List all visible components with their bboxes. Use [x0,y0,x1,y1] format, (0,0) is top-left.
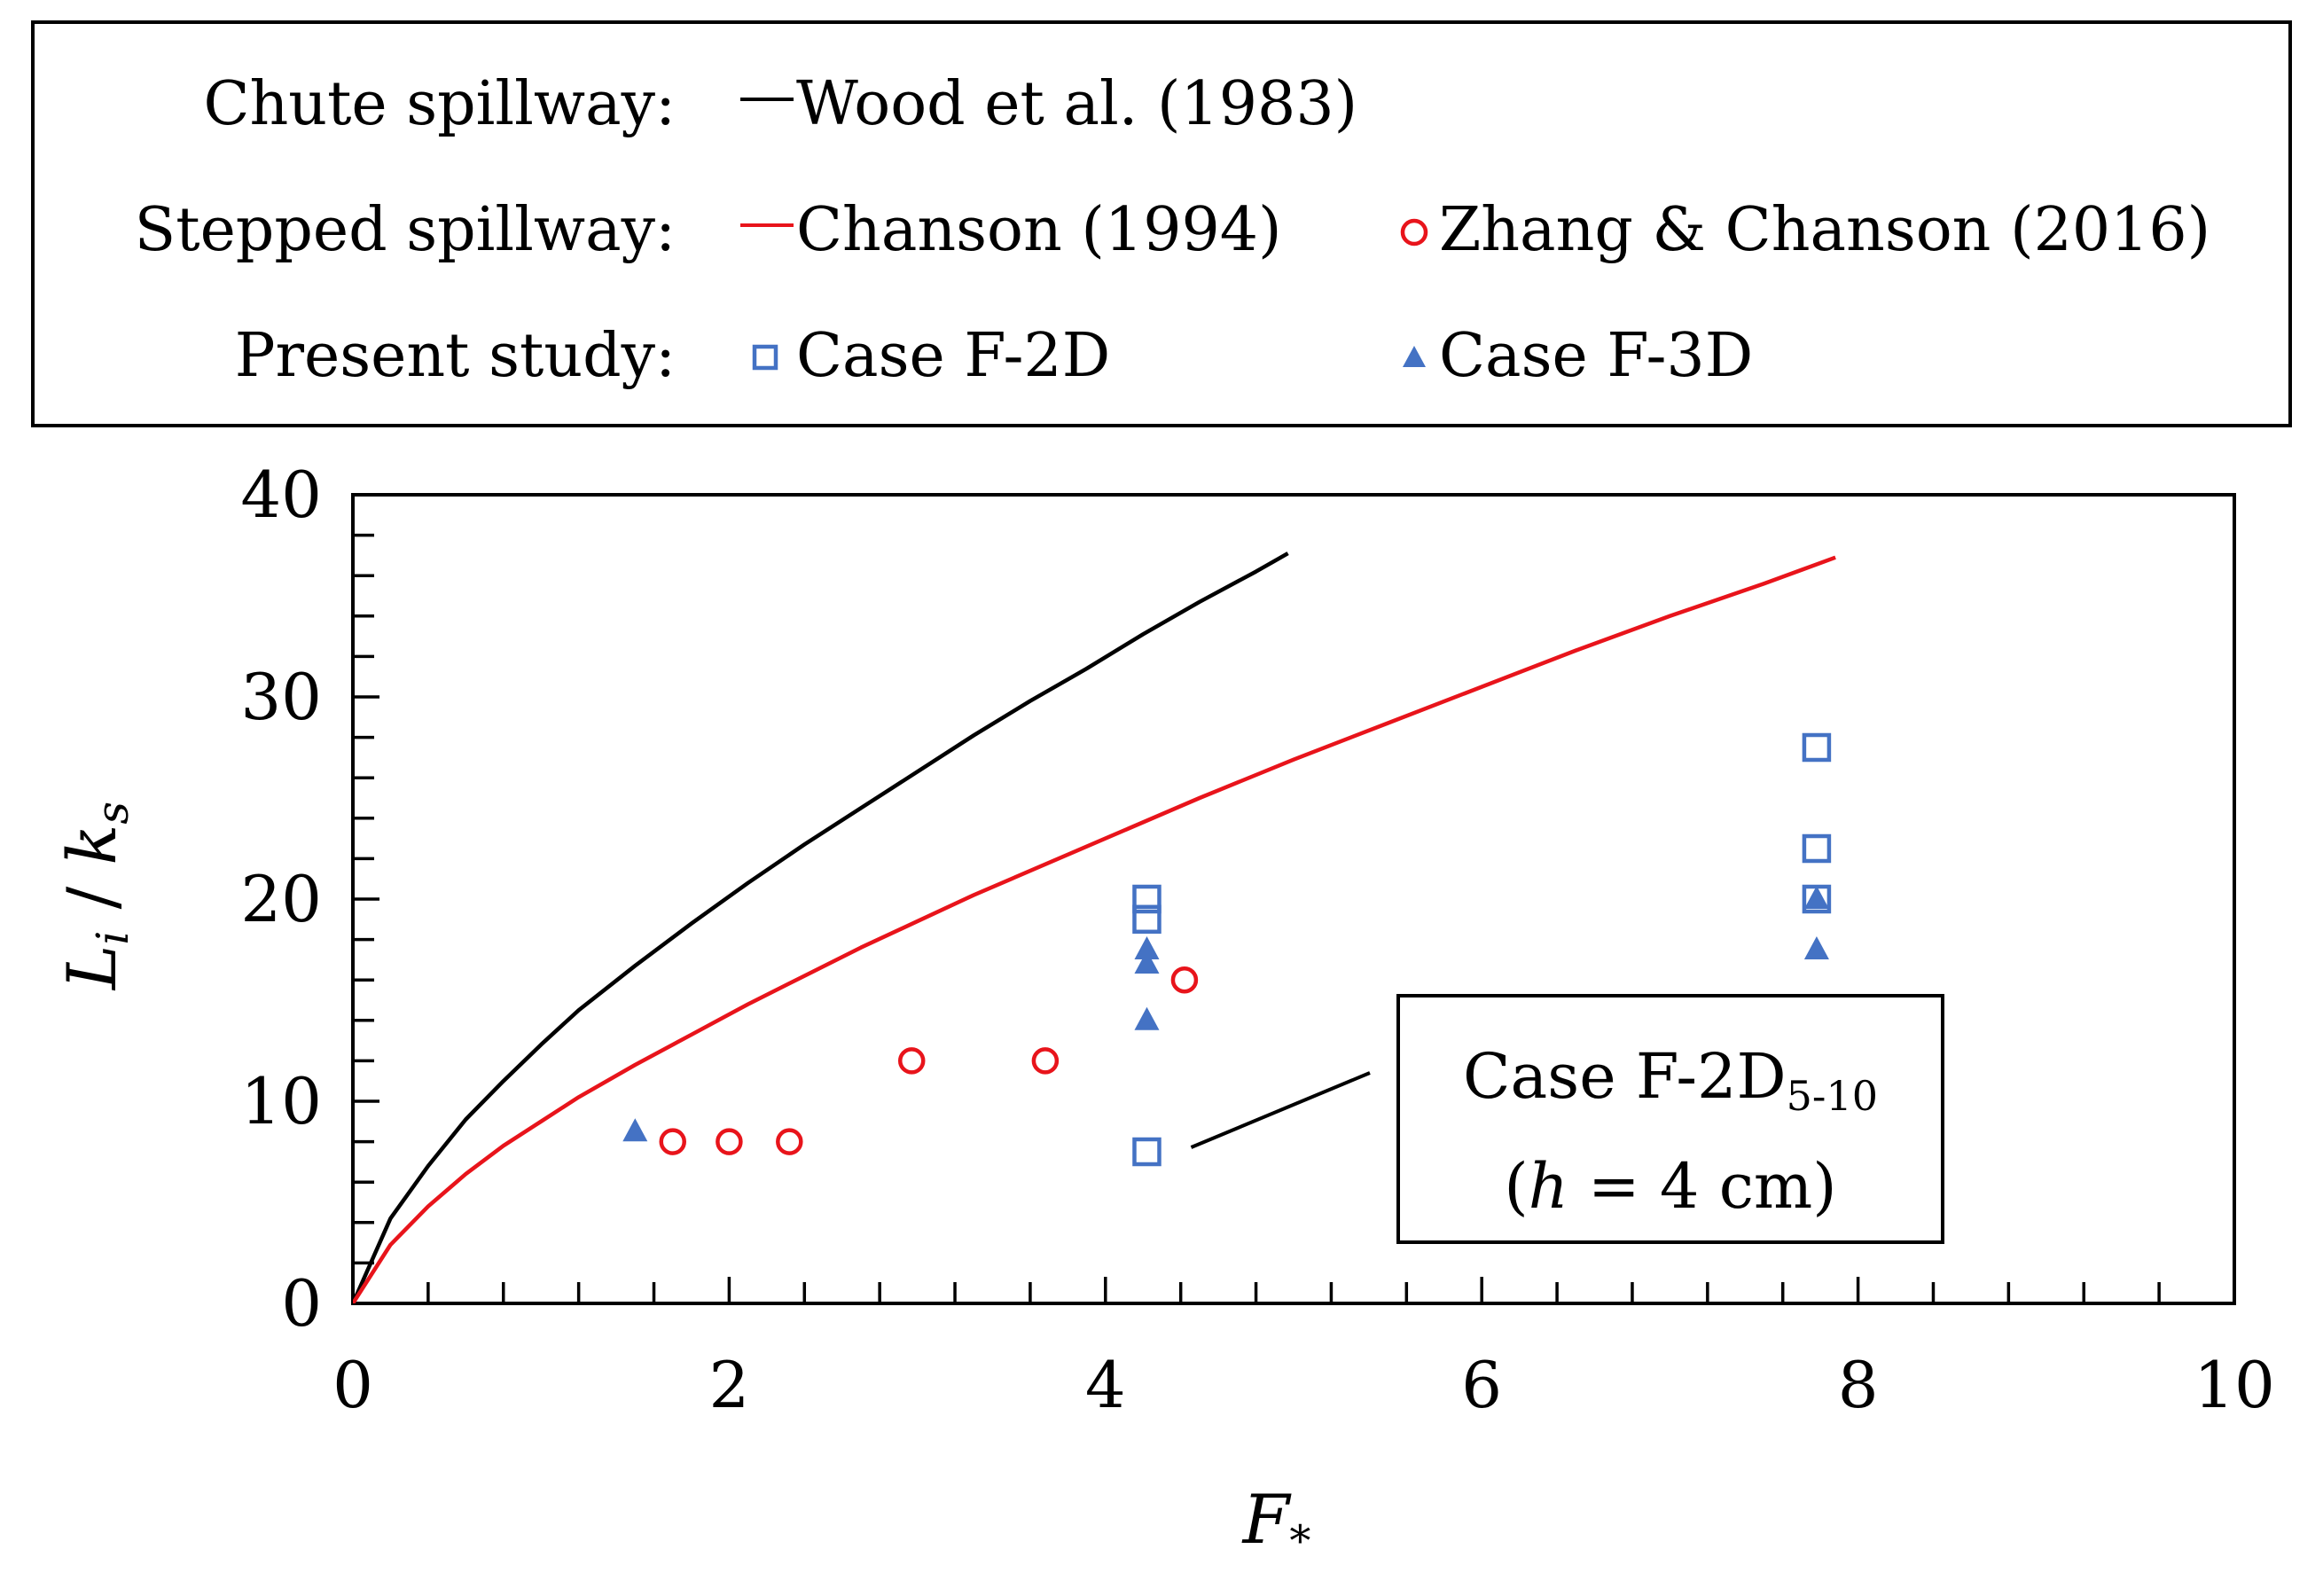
data-point-f2d [1132,1137,1162,1167]
legend-entry-wood: Wood et al. (1983) [796,69,1357,139]
data-point-f3d [1134,950,1160,974]
annotation-line1-sub: 5-10 [1787,1072,1878,1120]
series-line-chanson [353,555,1836,1303]
data-point-zhang [897,1047,926,1075]
annotation-line2-var: h [1529,1150,1568,1223]
legend-entry-f2d: Case F-2D [796,321,1110,391]
legend-symbol-f3d-triangle [1403,346,1426,367]
data-point-f2d [1802,833,1832,864]
annotation-line1: Case F-2D5-10 [1463,1040,1878,1120]
legend: Chute spillway: Wood et al. (1983) Stepp… [31,20,2292,427]
x-tick-label: 8 [1838,1348,1879,1422]
y-axis-label: Li / ks [52,802,138,991]
x-tick-label: 6 [1461,1348,1502,1422]
data-point-zhang [776,1128,803,1155]
data-point-zhang [1170,966,1199,994]
x-tick-label: 2 [708,1348,749,1422]
y-tick-label: 30 [240,660,322,734]
x-tick-label: 10 [2194,1348,2275,1422]
y-tick-label: 0 [281,1266,322,1341]
y-tick-label: 40 [240,458,322,532]
y-axis-label-main2: k [52,825,131,865]
legend-entry-zhang: Zhang & Chanson (2016) [1439,195,2210,265]
y-axis-label-main: L [52,945,131,991]
annotation-box [1396,994,1944,1244]
annotation: Case F-2D5-10 (h = 4 cm) [1396,994,1944,1244]
y-axis-label-sep: / [52,865,131,931]
legend-row-label-present: Present study: [235,321,676,391]
data-point-f2d [1802,732,1832,763]
data-point-f2d [1132,884,1162,914]
y-axis-label-sub2: s [87,802,138,825]
legend-row-label-stepped: Stepped spillway: [135,195,676,265]
data-point-f3d [1803,936,1829,959]
legend-frame [31,20,2292,427]
x-axis-label-sub: * [1289,1516,1310,1566]
data-point-f2d [1132,904,1162,935]
annotation-line2-rest: = 4 cm) [1568,1150,1837,1223]
y-tick-label: 20 [240,862,322,936]
legend-entry-f3d: Case F-3D [1439,321,1753,391]
legend-row-label-chute: Chute spillway: [203,69,676,139]
x-ticks: 0 2 4 6 8 10 [332,1277,2275,1422]
annotation-leader-line [1190,1071,1371,1149]
y-axis-label-sub: i [87,931,138,945]
x-axis-label: F* [1241,1480,1311,1566]
data-point-zhang [716,1128,743,1155]
annotation-leader [1190,1071,1371,1149]
series-markers [622,732,1832,1167]
plot-frame [351,493,2236,1305]
series-lines [353,552,1836,1303]
legend-symbol-f2d-square [752,344,778,371]
x-tick-label: 0 [332,1348,373,1422]
legend-symbol-zhang-circle [1400,218,1428,246]
data-point-zhang [1031,1047,1060,1075]
plot-area: 0 2 4 6 8 10 0 10 20 30 40 [240,458,2274,1422]
annotation-line1-main: Case F-2D [1463,1040,1787,1113]
legend-entry-chanson: Chanson (1994) [796,195,1282,265]
data-point-f3d [1134,936,1160,959]
series-line-wood [353,552,1289,1303]
data-point-f3d [1803,886,1829,909]
data-point-zhang [659,1128,686,1155]
x-tick-label: 4 [1085,1348,1126,1422]
annotation-line2-open: ( [1504,1150,1528,1223]
annotation-line2: (h = 4 cm) [1504,1150,1836,1223]
y-ticks: 0 10 20 30 40 [240,458,379,1341]
data-point-f3d [622,1118,648,1142]
x-axis-label-main: F [1241,1480,1292,1559]
y-tick-label: 10 [240,1064,322,1138]
data-point-f3d [1134,1006,1160,1030]
